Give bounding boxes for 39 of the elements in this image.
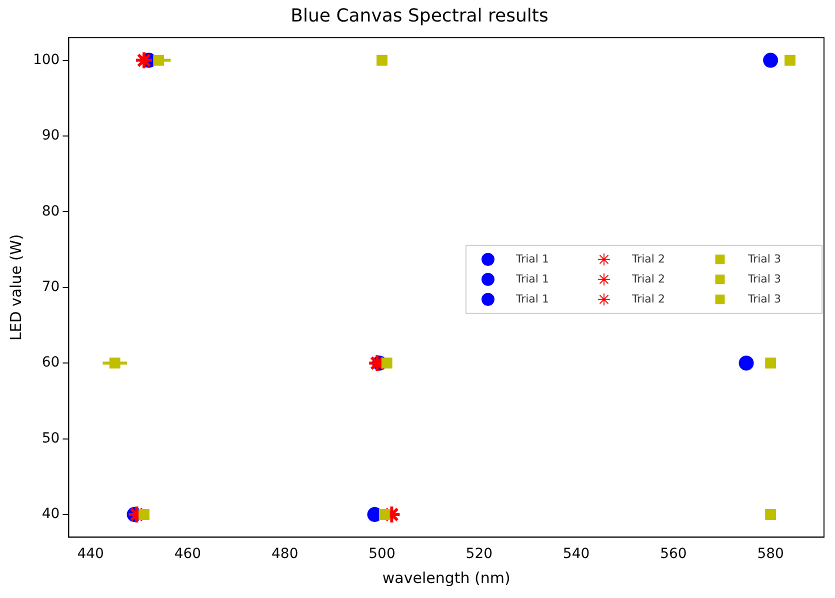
y-tick-label: 60 bbox=[42, 354, 60, 371]
point bbox=[381, 358, 392, 369]
point bbox=[109, 358, 120, 369]
legend-label: Trial 3 bbox=[747, 252, 781, 266]
legend-label: Trial 2 bbox=[631, 252, 665, 266]
y-tick-label: 70 bbox=[42, 279, 60, 296]
y-tick-label: 100 bbox=[32, 52, 60, 68]
y-tick-label: 50 bbox=[42, 430, 60, 446]
point bbox=[134, 50, 154, 70]
point bbox=[765, 509, 776, 520]
legend-label: Trial 1 bbox=[515, 292, 549, 306]
y-tick-label: 90 bbox=[42, 128, 60, 144]
x-axis-title: wavelength (nm) bbox=[382, 568, 510, 587]
point bbox=[738, 356, 754, 371]
legend-label: Trial 1 bbox=[515, 272, 549, 286]
chart-title: Blue Canvas Spectral results bbox=[290, 5, 548, 26]
point bbox=[378, 509, 390, 520]
x-tick-label: 500 bbox=[368, 546, 396, 562]
y-axis-title: LED value (W) bbox=[6, 234, 25, 341]
point bbox=[138, 509, 150, 520]
point bbox=[376, 54, 388, 66]
legend-label: Trial 1 bbox=[515, 252, 549, 266]
legend-label: Trial 2 bbox=[631, 292, 665, 306]
point bbox=[765, 358, 776, 369]
x-tick-label: 440 bbox=[77, 546, 104, 562]
legend-label: Trial 3 bbox=[747, 272, 781, 286]
x-tick-label: 460 bbox=[174, 546, 202, 562]
x-tick-label: 580 bbox=[757, 546, 784, 562]
legend-label: Trial 3 bbox=[747, 292, 781, 306]
point bbox=[153, 54, 164, 66]
point bbox=[763, 52, 778, 68]
x-tick-label: 540 bbox=[562, 546, 590, 562]
x-tick-label: 560 bbox=[660, 546, 687, 562]
x-tick-label: 480 bbox=[271, 546, 298, 562]
point bbox=[784, 54, 796, 66]
y-tick-label: 40 bbox=[42, 506, 60, 522]
y-tick-label: 80 bbox=[42, 203, 60, 220]
legend-label: Trial 2 bbox=[631, 272, 665, 286]
x-tick-label: 520 bbox=[466, 546, 493, 562]
